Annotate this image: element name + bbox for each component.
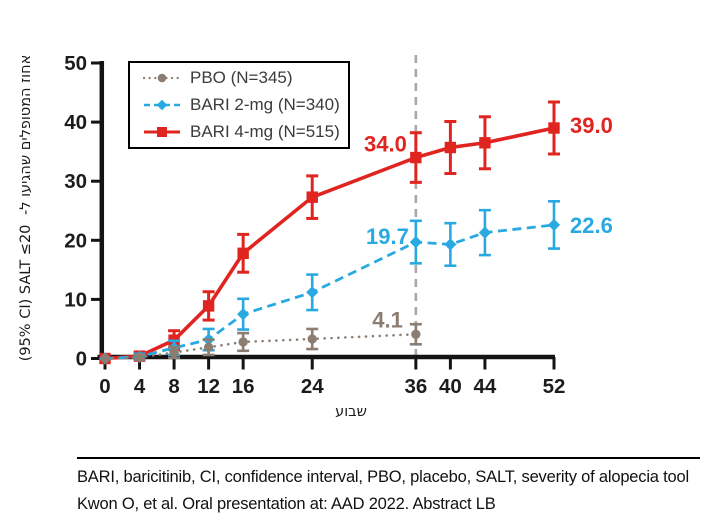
- x-tick-label: 36: [404, 375, 427, 398]
- data-point: [409, 235, 422, 249]
- y-axis-label: (95% CI) SALT ≤20 אחוז המטופלים שהגיעו ל…: [18, 48, 38, 368]
- chart: 0 10 20 30 40 50 0 4 8 12 16 24 36 40 44 52 34.0 39.0 19.7…: [64, 52, 613, 398]
- data-point: [306, 286, 319, 299]
- y-tick-label: 50: [64, 52, 87, 75]
- pbo-dotted-circle-marker-icon: [143, 73, 181, 83]
- value-label: 19.7: [366, 224, 409, 249]
- data-point: [444, 141, 457, 154]
- data-point: [479, 137, 491, 149]
- legend-label-bari-4mg: BARI 4-mg (N=515): [190, 122, 340, 141]
- x-tick-label: 40: [439, 375, 462, 398]
- divider: [77, 457, 700, 459]
- x-tick-label: 44: [474, 375, 497, 398]
- abbreviations-text: BARI, baricitinib, CI, confidence interv…: [77, 468, 689, 486]
- data-point: [100, 353, 110, 364]
- x-tick-label: 4: [134, 375, 146, 398]
- data-point: [547, 218, 561, 232]
- data-point: [444, 238, 457, 251]
- data-point: [203, 342, 214, 352]
- y-tick-label: 40: [64, 111, 87, 134]
- data-point: [237, 308, 250, 321]
- value-label: 4.1: [372, 307, 403, 332]
- value-label: 22.6: [570, 213, 613, 238]
- series-PBO (N=345): [100, 322, 422, 364]
- series-line: [104, 126, 555, 361]
- citation-text: Kwon O, et al. Oral presentation at: AAD…: [77, 495, 496, 513]
- y-tick-label: 0: [76, 348, 87, 371]
- legend-label-bari-2mg: BARI 2-mg (N=340): [190, 95, 340, 114]
- data-point: [307, 334, 317, 344]
- y-tick-label: 20: [64, 229, 87, 252]
- data-point: [410, 151, 422, 164]
- y-axis-label-hebrew: אחוז המטופלים שהגיעו ל-: [18, 54, 34, 215]
- tick-labels: 0 10 20 30 40 50 0 4 8 12 16 24 36 40 44 52: [64, 52, 565, 398]
- data-point: [134, 352, 145, 362]
- value-label: 34.0: [364, 132, 407, 157]
- legend-label-pbo: PBO (N=345): [190, 68, 293, 87]
- data-point: [548, 122, 560, 134]
- x-tick-label: 52: [543, 375, 566, 398]
- y-tick-label: 30: [64, 170, 87, 193]
- series-BARI 4-mg (N=515): [99, 100, 560, 365]
- bari2mg-dashed-diamond-marker-icon: [144, 99, 180, 111]
- x-tick-label: 0: [99, 375, 110, 398]
- value-label: 39.0: [570, 113, 613, 138]
- data-point: [306, 191, 318, 203]
- data-point: [478, 226, 492, 239]
- y-tick-label: 10: [64, 288, 87, 311]
- bari4mg-solid-square-marker-icon: [144, 127, 180, 137]
- series-line: [104, 223, 555, 360]
- data-point: [411, 329, 421, 339]
- x-tick-label: 12: [197, 375, 220, 398]
- x-axis-label: שבוע: [335, 404, 367, 420]
- y-axis-label-latin: (95% CI) SALT ≤20: [18, 224, 34, 362]
- legend: PBO (N=345) BARI 2-mg (N=340) BARI 4-mg …: [128, 61, 350, 149]
- legend-item-pbo: PBO (N=345): [143, 66, 348, 90]
- series-BARI 2-mg (N=340): [98, 199, 561, 365]
- data-point: [202, 300, 215, 312]
- footnote: BARI, baricitinib, CI, confidence interv…: [0, 457, 705, 513]
- data-point: [237, 247, 249, 260]
- data-point: [169, 347, 179, 358]
- x-tick-label: 8: [168, 375, 179, 398]
- legend-item-bari-4mg: BARI 4-mg (N=515): [143, 120, 348, 144]
- data-point: [238, 337, 248, 347]
- x-tick-label: 16: [232, 375, 255, 398]
- legend-item-bari-2mg: BARI 2-mg (N=340): [143, 93, 348, 117]
- x-tick-label: 24: [301, 375, 324, 398]
